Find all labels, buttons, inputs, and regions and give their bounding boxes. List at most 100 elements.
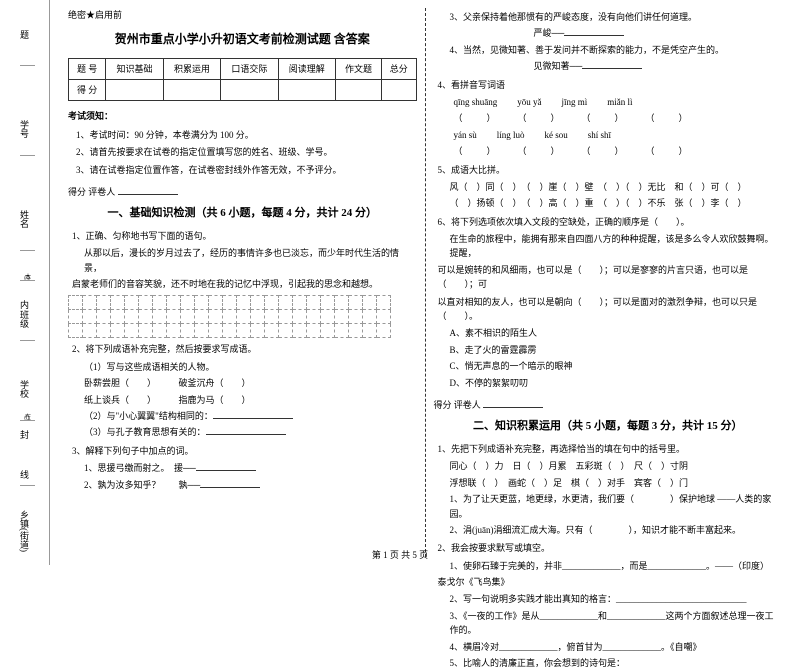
margin-line <box>20 485 35 486</box>
margin-label: 学校 <box>18 380 31 398</box>
margin-label: 姓名 <box>18 210 31 228</box>
option-d: D、不停的絮絮叨叨 <box>434 376 783 390</box>
q-sub: （3）与孔子教育思想有关的： <box>68 425 417 439</box>
section-heading: 一、基础知识检测（共 6 小题，每题 4 分，共计 24 分） <box>68 205 417 223</box>
secret-label: 绝密★启用前 <box>68 8 417 22</box>
q-num: 5、成语大比拼。 <box>434 163 783 177</box>
table-row: 题 号 知识基础 积累运用 口语交际 阅读理解 作文题 总分 <box>69 58 417 79</box>
table-row: 得 分 <box>69 79 417 100</box>
q-sub: （1）写与这些成语相关的人物。 <box>68 360 417 374</box>
notice-heading: 考试须知： <box>68 109 417 123</box>
q-num: 2、将下列成语补充完整，然后按要求写成语。 <box>68 342 417 356</box>
question-s2-1: 1、先把下列成语补充完整，再选择恰当的填在句中的括号里。 同心（ ）力 日（ ）… <box>434 442 783 537</box>
section-heading: 二、知识积累运用（共 5 小题，每题 3 分，共计 15 分） <box>434 418 783 436</box>
question-2: 2、将下列成语补充完整，然后按要求写成语。 （1）写与这些成语相关的人物。 卧薪… <box>68 342 417 439</box>
q-line: 卧薪尝胆（ ） 破釜沉舟（ ） <box>68 376 417 390</box>
exam-title: 贺州市重点小学小升初语文考前检测试题 含答案 <box>68 30 417 49</box>
answer-row[interactable]: （ ）（ ）（ ）（ ） <box>434 111 783 125</box>
q-num: 2、我会按要求默写或填空。 <box>434 541 783 555</box>
q-text: 启蒙老师们的音容笑貌，还不时地在我的记忆中浮现，引起我的思念和越想。 <box>68 277 417 291</box>
margin-line <box>20 340 35 341</box>
q-text: 可以是婉转的和风细雨，也可以是（ ）；可以是寥寥的片言只语，也可以是（ ）；可 <box>434 263 783 292</box>
margin-char: 内 <box>18 300 31 309</box>
q-sub: 泰戈尔《飞鸟集》 <box>434 575 783 589</box>
option-b: B、走了火的雷霆霹雳 <box>434 343 783 357</box>
q-sub: 1、思援弓缴而射之。 援── <box>68 461 417 475</box>
writing-grid[interactable] <box>68 295 391 338</box>
table-cell: 阅读理解 <box>278 58 335 79</box>
q-cont: 3、父亲保持着他那惯有的严峻态度，没有向他们讲任何道理。 <box>434 10 783 24</box>
question-6: 6、将下列选项依次填入文段的空缺处，正确的顺序是（ ）。 在生命的旅程中，能拥有… <box>434 215 783 390</box>
table-cell: 积累运用 <box>163 58 220 79</box>
table-cell: 作文题 <box>336 58 382 79</box>
margin-line <box>20 250 35 251</box>
table-cell[interactable] <box>106 79 163 100</box>
margin-line <box>20 155 35 156</box>
margin-label: 乡镇(街道) <box>18 510 31 552</box>
table-cell[interactable] <box>221 79 278 100</box>
table-cell: 口语交际 <box>221 58 278 79</box>
answer-row[interactable]: （ ）（ ）（ ）（ ） <box>434 144 783 158</box>
question-4: 4、看拼音写词语 qīng shuāng yōu yǎ jīng mì miǎn… <box>434 78 783 159</box>
q-sub: 1、为了让天更蓝，地更绿，水更清，我们要（ ）保护地球 ——人类的家园。 <box>434 492 783 521</box>
pinyin-row: yán sù líng luò ké sou shí shī <box>434 128 783 142</box>
table-cell: 题 号 <box>69 58 106 79</box>
q-num: 4、看拼音写词语 <box>434 78 783 92</box>
table-cell[interactable] <box>336 79 382 100</box>
margin-char: 线 <box>18 470 31 479</box>
q-sub: 5、比喻人的清廉正直，你会想到的诗句是： <box>434 656 783 670</box>
table-cell: 总分 <box>381 58 416 79</box>
table-cell[interactable] <box>278 79 335 100</box>
content-area: 绝密★启用前 贺州市重点小学小升初语文考前检测试题 含答案 题 号 知识基础 积… <box>50 0 800 565</box>
left-column: 绝密★启用前 贺州市重点小学小升初语文考前检测试题 含答案 题 号 知识基础 积… <box>60 8 426 557</box>
margin-line <box>20 280 35 281</box>
q-sub: 3、《一夜的工作》是从_____________和_____________这两… <box>434 609 783 638</box>
option-a: A、素不相识的陌生人 <box>434 326 783 340</box>
question-1: 1、正确、匀称地书写下面的语句。 从那以后，漫长的岁月过去了，经历的事情许多也已… <box>68 229 417 339</box>
q-sub: 4、横眉冷对_____________，俯首甘为_____________。《自… <box>434 640 783 654</box>
question-s2-2: 2、我会按要求默写或填空。 1、使卵石臻于完美的，并非_____________… <box>434 541 783 670</box>
q-text: 从那以后，漫长的岁月过去了，经历的事情许多也已淡忘，而少年时代生活的情景， <box>68 246 417 275</box>
margin-label: 学号 <box>18 120 31 138</box>
margin-char: 封 <box>18 430 31 439</box>
table-cell: 得 分 <box>69 79 106 100</box>
table-cell[interactable] <box>381 79 416 100</box>
q-cont: 严峻── <box>434 26 783 40</box>
q-cont: 见微知著── <box>434 59 783 73</box>
q-num: 3、解释下列句子中加点的词。 <box>68 444 417 458</box>
q-text: 在生命的旅程中，能拥有那来自四面八方的种种提醒，该是多么令人欢欣鼓舞啊。提醒， <box>434 232 783 261</box>
q-line: 同心（ ）力 日（ ）月累 五彩斑（ ） 尺（ ）寸阴 <box>434 459 783 473</box>
right-column: 3、父亲保持着他那惯有的严峻态度，没有向他们讲任何道理。 严峻── 4、当然，见… <box>426 8 791 557</box>
table-cell: 知识基础 <box>106 58 163 79</box>
notice-item: 1、考试时间：90 分钟，本卷满分为 100 分。 <box>68 128 417 142</box>
score-table: 题 号 知识基础 积累运用 口语交际 阅读理解 作文题 总分 得 分 <box>68 58 417 102</box>
margin-label: 题 <box>18 30 31 39</box>
q-sub: 1、使卵石臻于完美的，并非_____________，而是___________… <box>434 559 783 573</box>
option-c: C、悄无声息的一个暗示的眼神 <box>434 359 783 373</box>
q-num: 6、将下列选项依次填入文段的空缺处，正确的顺序是（ ）。 <box>434 215 783 229</box>
page-footer: 第 1 页 共 5 页 <box>372 548 428 561</box>
q-line: 浮想联（ ） 画蛇（ ）足 棋（ ）对手 宾客（ ）门 <box>434 476 783 490</box>
q-sub: 2、孰为汝多知乎？ 孰── <box>68 478 417 492</box>
q-line: （ ）扬顿（ ） （ ）高（ ）重 （ ）（ ）不乐 张（ ）李（ ） <box>434 196 783 210</box>
q-cont: 4、当然，见微知著、善于发问并不断探索的能力，不是凭空产生的。 <box>434 43 783 57</box>
q-sub: 2、写一句说明多实践才能出真知的格言：_____________________… <box>434 592 783 606</box>
q-text: 以直对相知的友人，也可以是朝向（ ）；可以是面对的激烈争辩，也可以只是（ ）。 <box>434 295 783 324</box>
binding-margin: 题 学号 姓名 本 班级 内 学校 在 封 线 乡镇(街道) <box>0 0 50 565</box>
q-line: 纸上谈兵（ ） 指鹿为马（ ） <box>68 393 417 407</box>
q-sub: 2、涓(juān)涓细流汇成大海。只有（ ），知识才能不断丰富起来。 <box>434 523 783 537</box>
notice-item: 3、请在试卷指定位置作答，在试卷密封线外作答无效，不予评分。 <box>68 163 417 177</box>
score-grader-line: 得分 评卷人 <box>434 398 783 412</box>
table-cell[interactable] <box>163 79 220 100</box>
pinyin-row: qīng shuāng yōu yǎ jīng mì miǎn lì <box>434 95 783 109</box>
margin-line <box>20 420 35 421</box>
score-grader-line: 得分 评卷人 <box>68 185 417 199</box>
q-num: 1、先把下列成语补充完整，再选择恰当的填在句中的括号里。 <box>434 442 783 456</box>
q-num: 1、正确、匀称地书写下面的语句。 <box>68 229 417 243</box>
question-3: 3、解释下列句子中加点的词。 1、思援弓缴而射之。 援── 2、孰为汝多知乎？ … <box>68 444 417 492</box>
q-line: 风（ ）同（ ） （ ）崖（ ）壁 （ ）（ ）无比 和（ ）可（ ） <box>434 180 783 194</box>
margin-line <box>20 65 35 66</box>
notice-item: 2、请首先按要求在试卷的指定位置填写您的姓名、班级、学号。 <box>68 145 417 159</box>
question-5: 5、成语大比拼。 风（ ）同（ ） （ ）崖（ ）壁 （ ）（ ）无比 和（ ）… <box>434 163 783 211</box>
q-sub: （2）与"小心翼翼"结构相同的： <box>68 409 417 423</box>
